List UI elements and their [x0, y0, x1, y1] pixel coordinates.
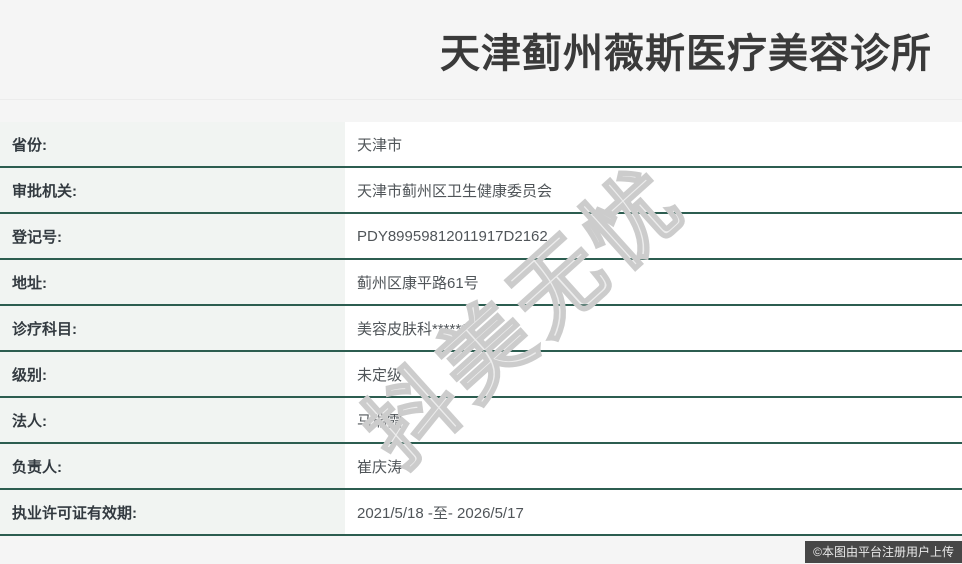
table-row: 登记号: PDY89959812011917D2162 — [0, 214, 962, 260]
row-value-person-in-charge: 崔庆涛 — [345, 444, 962, 488]
row-label-registration-number: 登记号: — [0, 214, 345, 258]
table-row: 地址: 蓟州区康平路61号 — [0, 260, 962, 306]
upload-attribution-badge: ©本图由平台注册用户上传 — [805, 541, 962, 563]
row-label-person-in-charge: 负责人: — [0, 444, 345, 488]
table-row: 诊疗科目: 美容皮肤科****** — [0, 306, 962, 352]
row-value-approval-authority: 天津市蓟州区卫生健康委员会 — [345, 168, 962, 212]
row-label-license-validity: 执业许可证有效期: — [0, 490, 345, 534]
table-row: 法人: 马瑞霞 — [0, 398, 962, 444]
row-value-address: 蓟州区康平路61号 — [345, 260, 962, 304]
page-header: 天津蓟州薇斯医疗美容诊所 — [0, 0, 962, 100]
table-row: 审批机关: 天津市蓟州区卫生健康委员会 — [0, 168, 962, 214]
page-title: 天津蓟州薇斯医疗美容诊所 — [440, 31, 932, 76]
row-label-approval-authority: 审批机关: — [0, 168, 345, 212]
table-row: 级别: 未定级 — [0, 352, 962, 398]
header-spacer — [0, 100, 962, 122]
table-row: 省份: 天津市 — [0, 122, 962, 168]
license-info-table: 省份: 天津市 审批机关: 天津市蓟州区卫生健康委员会 登记号: PDY8995… — [0, 122, 962, 536]
row-value-license-validity: 2021/5/18 -至- 2026/5/17 — [345, 490, 962, 534]
row-label-legal-person: 法人: — [0, 398, 345, 442]
row-value-treatment-subjects: 美容皮肤科****** — [345, 306, 962, 350]
row-label-province: 省份: — [0, 122, 345, 166]
row-label-address: 地址: — [0, 260, 345, 304]
row-value-legal-person: 马瑞霞 — [345, 398, 962, 442]
row-label-treatment-subjects: 诊疗科目: — [0, 306, 345, 350]
table-row: 负责人: 崔庆涛 — [0, 444, 962, 490]
row-value-province: 天津市 — [345, 122, 962, 166]
row-value-registration-number: PDY89959812011917D2162 — [345, 214, 962, 258]
row-label-level: 级别: — [0, 352, 345, 396]
table-row: 执业许可证有效期: 2021/5/18 -至- 2026/5/17 — [0, 490, 962, 536]
row-value-level: 未定级 — [345, 352, 962, 396]
